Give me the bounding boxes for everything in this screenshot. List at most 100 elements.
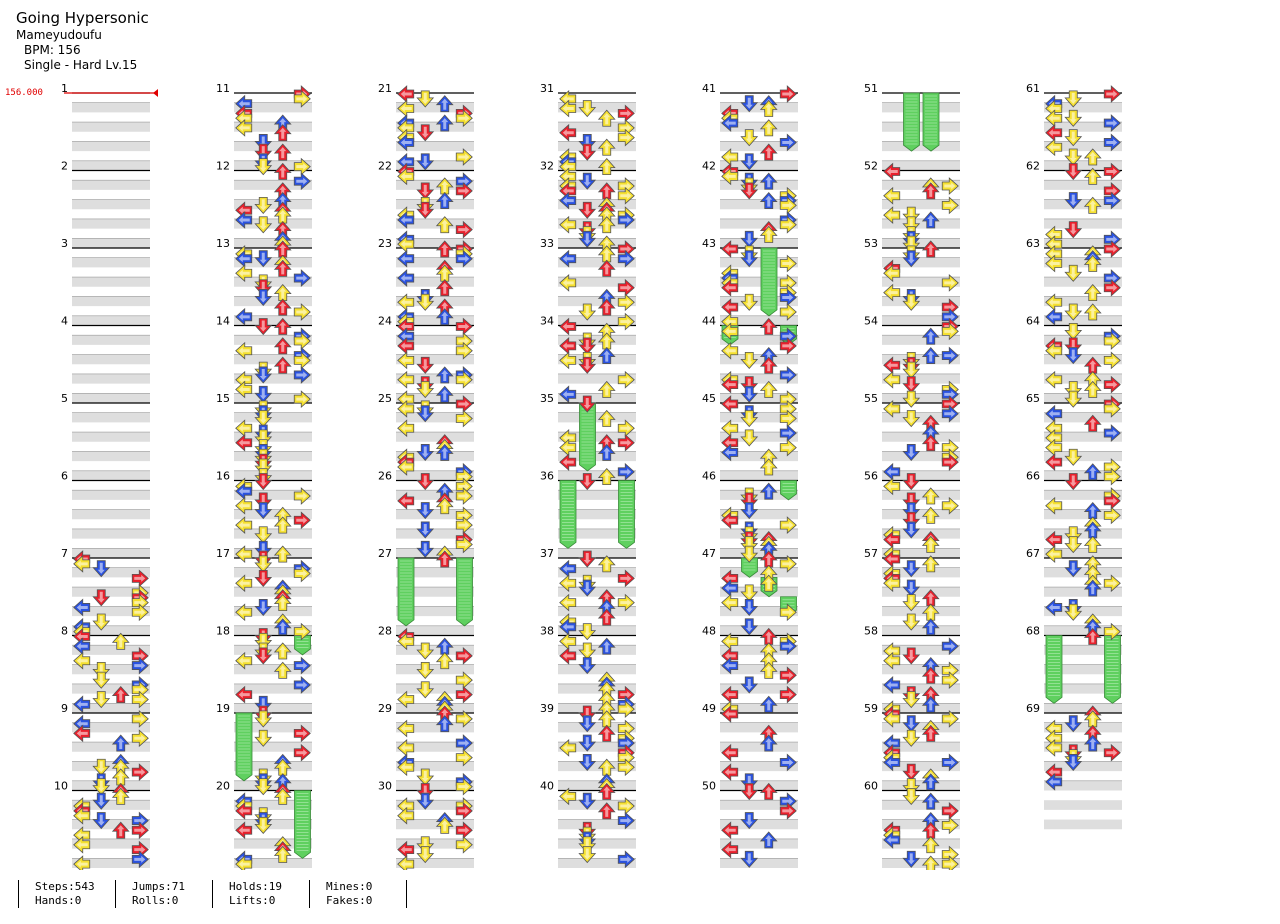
- beat-band: [1044, 277, 1122, 287]
- beat-band: [234, 509, 312, 520]
- measure-number: 30: [378, 780, 392, 793]
- beat-band: [882, 800, 960, 810]
- step-arrow: [883, 651, 901, 670]
- song-difficulty: Single - Hard Lv.15: [24, 58, 138, 72]
- step-arrow: [1083, 196, 1102, 214]
- step-arrow: [1083, 501, 1102, 519]
- measure-number: 63: [1026, 237, 1040, 250]
- beat-band: [396, 509, 474, 520]
- step-arrow: [941, 453, 959, 472]
- beat-band: [720, 490, 798, 500]
- beat-band: [882, 335, 960, 345]
- step-arrow: [597, 259, 616, 277]
- step-arrow: [455, 734, 473, 752]
- step-arrow: [902, 647, 921, 665]
- beat-band: [720, 528, 798, 539]
- step-arrow: [235, 482, 253, 501]
- step-arrow: [397, 119, 415, 137]
- step-arrow: [397, 840, 415, 859]
- step-arrow: [455, 709, 473, 728]
- beat-band: [558, 296, 636, 307]
- beat-band: [1044, 664, 1122, 675]
- step-arrow: [455, 249, 473, 268]
- step-arrow: [273, 787, 292, 805]
- beat-band: [396, 412, 474, 423]
- step-arrow: [941, 346, 959, 365]
- step-arrow: [435, 191, 454, 209]
- beat-band: [558, 432, 636, 442]
- step-arrow: [293, 172, 311, 191]
- step-arrow: [273, 618, 292, 636]
- step-arrow: [740, 410, 759, 428]
- beat-band: [1044, 722, 1122, 733]
- beat-band: [72, 528, 150, 539]
- step-arrow: [1083, 463, 1102, 481]
- step-arrow: [721, 632, 739, 651]
- step-arrow: [721, 167, 739, 186]
- step-arrow: [941, 637, 959, 656]
- beat-band: [234, 141, 312, 152]
- step-arrow: [416, 444, 435, 462]
- step-arrow: [740, 153, 759, 171]
- measure-number: 28: [378, 625, 392, 638]
- measure-number: 13: [216, 237, 230, 250]
- step-arrow: [92, 778, 111, 796]
- chart-stats: Steps:543 Hands:0 Jumps:71 Rolls:0 Holds…: [18, 880, 407, 908]
- beat-band: [1044, 819, 1122, 830]
- beat-band: [720, 315, 798, 326]
- beat-band: [882, 373, 960, 384]
- step-arrow: [597, 782, 616, 800]
- beat-band: [234, 606, 312, 617]
- step-arrow: [578, 754, 597, 772]
- beat-band: [234, 780, 312, 791]
- hold-note: [456, 557, 473, 627]
- step-arrow: [397, 293, 415, 312]
- step-arrow: [254, 289, 273, 307]
- step-arrow: [597, 608, 616, 626]
- beat-band: [234, 180, 312, 190]
- step-arrow: [397, 390, 415, 409]
- measure-number: 32: [540, 160, 554, 173]
- step-arrow: [131, 821, 149, 840]
- measure-number: 47: [702, 547, 716, 560]
- step-arrow: [779, 603, 797, 622]
- beat-band: [234, 296, 312, 307]
- step-arrow: [435, 95, 454, 113]
- beat-band: [396, 451, 474, 462]
- step-arrow: [1064, 303, 1083, 321]
- beat-band: [72, 373, 150, 384]
- step-arrow: [1103, 240, 1121, 258]
- step-arrow: [293, 743, 311, 762]
- beat-band: [558, 838, 636, 849]
- step-arrow: [597, 245, 616, 263]
- step-arrow: [435, 240, 454, 258]
- step-arrow: [397, 249, 415, 268]
- beat-band: [396, 354, 474, 365]
- beat-band: [558, 761, 636, 772]
- beat-band: [720, 606, 798, 617]
- beat-band: [234, 393, 312, 403]
- beat-band: [1044, 218, 1122, 229]
- step-arrow: [617, 278, 635, 297]
- step-arrow: [397, 85, 415, 103]
- step-arrow: [559, 274, 577, 292]
- beat-band: [396, 490, 474, 500]
- beat-band: [72, 335, 150, 345]
- beat-band: [72, 160, 150, 171]
- step-arrow: [73, 806, 91, 825]
- step-arrow: [235, 574, 253, 593]
- beat-band: [396, 296, 474, 307]
- step-arrow: [293, 269, 311, 287]
- step-arrow: [416, 792, 435, 810]
- measure-number: 1: [61, 82, 68, 95]
- step-arrow: [293, 511, 311, 530]
- step-arrow: [921, 589, 940, 607]
- step-arrow: [941, 496, 959, 515]
- beat-band: [234, 122, 312, 132]
- beat-band: [72, 277, 150, 287]
- song-bpm: BPM: 156: [24, 43, 81, 57]
- step-arrow: [902, 444, 921, 462]
- step-arrow: [1103, 506, 1121, 525]
- beat-band: [1044, 122, 1122, 132]
- beat-band: [396, 277, 474, 287]
